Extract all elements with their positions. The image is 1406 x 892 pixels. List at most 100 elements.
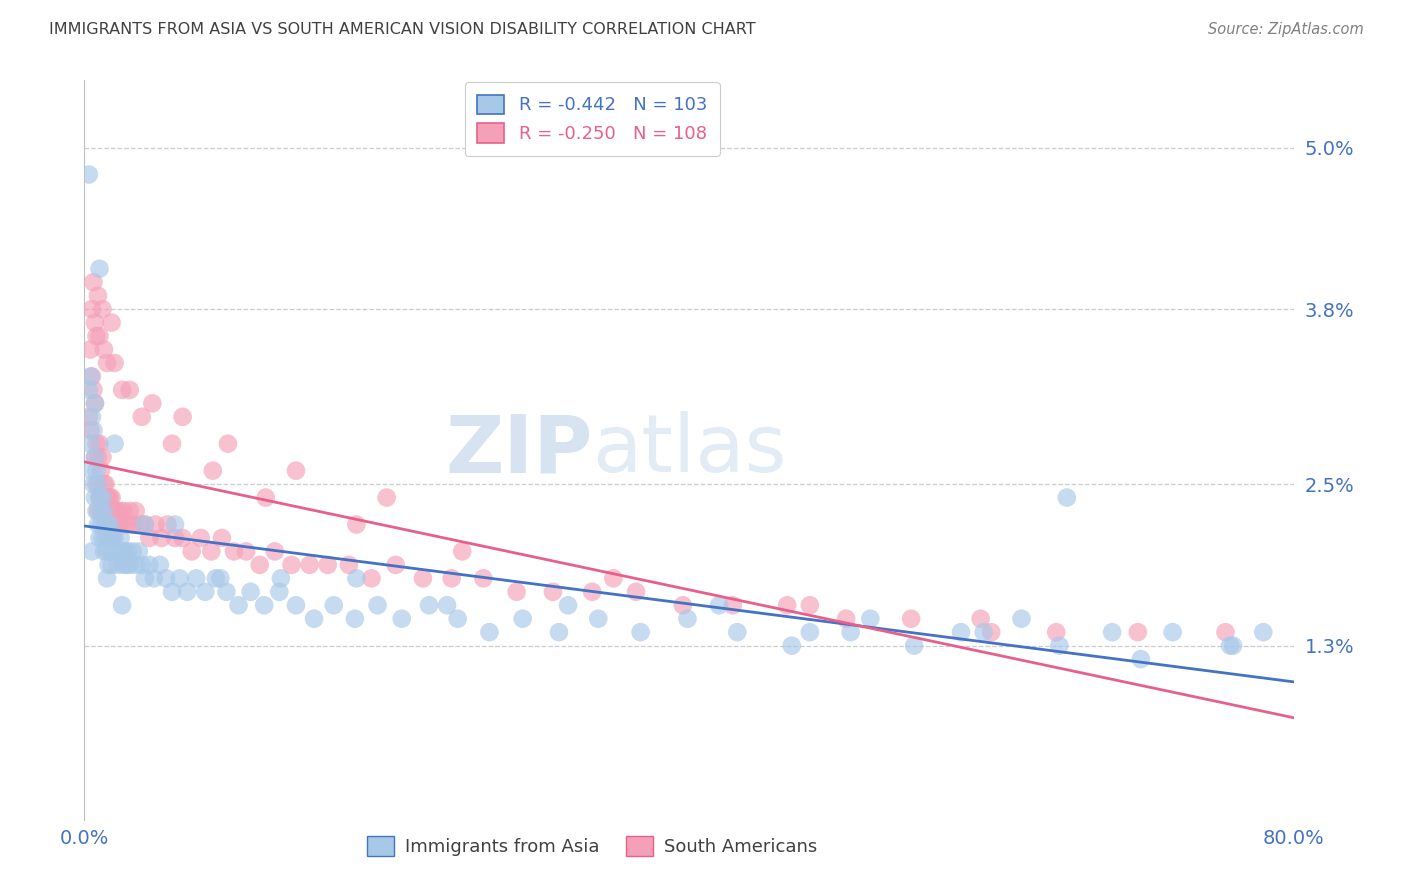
Point bbox=[548, 625, 571, 640]
Point bbox=[93, 544, 115, 558]
Point bbox=[91, 491, 114, 505]
Point bbox=[222, 544, 245, 558]
Point bbox=[142, 571, 165, 585]
Point bbox=[87, 517, 110, 532]
Text: Source: ZipAtlas.com: Source: ZipAtlas.com bbox=[1208, 22, 1364, 37]
Point bbox=[624, 584, 647, 599]
Point bbox=[215, 584, 238, 599]
Point bbox=[676, 612, 699, 626]
Point bbox=[156, 517, 179, 532]
Point bbox=[903, 639, 925, 653]
Point bbox=[129, 517, 152, 532]
Point bbox=[190, 531, 212, 545]
Point bbox=[91, 302, 114, 317]
Point bbox=[108, 544, 131, 558]
Point bbox=[228, 599, 250, 613]
Point bbox=[89, 531, 111, 545]
Point bbox=[367, 599, 389, 613]
Point bbox=[1253, 625, 1275, 640]
Point bbox=[280, 558, 302, 572]
Point bbox=[150, 531, 173, 545]
Point bbox=[145, 517, 167, 532]
Point bbox=[96, 517, 118, 532]
Point bbox=[79, 369, 101, 384]
Point bbox=[1047, 639, 1070, 653]
Point bbox=[96, 491, 118, 505]
Point bbox=[541, 584, 564, 599]
Point bbox=[1101, 625, 1123, 640]
Point bbox=[89, 261, 111, 276]
Point bbox=[93, 517, 115, 532]
Point bbox=[97, 558, 120, 572]
Point bbox=[101, 544, 124, 558]
Point bbox=[138, 558, 160, 572]
Point bbox=[80, 369, 103, 384]
Point bbox=[835, 612, 858, 626]
Point bbox=[87, 477, 110, 491]
Point bbox=[100, 316, 122, 330]
Point bbox=[176, 584, 198, 599]
Point bbox=[112, 558, 135, 572]
Point bbox=[77, 168, 100, 182]
Point bbox=[110, 504, 132, 518]
Point bbox=[131, 558, 153, 572]
Point bbox=[110, 531, 132, 545]
Point bbox=[149, 558, 172, 572]
Point bbox=[77, 383, 100, 397]
Point bbox=[98, 517, 121, 532]
Legend: Immigrants from Asia, South Americans: Immigrants from Asia, South Americans bbox=[360, 829, 825, 863]
Point bbox=[111, 517, 134, 532]
Point bbox=[97, 531, 120, 545]
Point bbox=[100, 531, 122, 545]
Point bbox=[973, 625, 995, 640]
Point bbox=[1161, 625, 1184, 640]
Point bbox=[980, 625, 1002, 640]
Point bbox=[709, 599, 731, 613]
Point bbox=[211, 531, 233, 545]
Point bbox=[115, 558, 138, 572]
Point bbox=[581, 584, 603, 599]
Point bbox=[799, 625, 821, 640]
Point bbox=[104, 356, 127, 370]
Point bbox=[91, 491, 114, 505]
Point bbox=[93, 477, 115, 491]
Point bbox=[138, 531, 160, 545]
Point bbox=[337, 558, 360, 572]
Point bbox=[1011, 612, 1033, 626]
Point bbox=[360, 571, 382, 585]
Point bbox=[447, 612, 470, 626]
Point bbox=[346, 517, 368, 532]
Point bbox=[134, 571, 156, 585]
Point bbox=[84, 491, 107, 505]
Point bbox=[121, 517, 143, 532]
Point bbox=[84, 450, 107, 465]
Point bbox=[557, 599, 579, 613]
Point bbox=[165, 531, 187, 545]
Point bbox=[90, 504, 112, 518]
Point bbox=[91, 531, 114, 545]
Point bbox=[111, 544, 134, 558]
Point bbox=[86, 477, 108, 491]
Point bbox=[384, 558, 406, 572]
Point bbox=[254, 491, 277, 505]
Point bbox=[100, 558, 122, 572]
Point bbox=[672, 599, 695, 613]
Point bbox=[436, 599, 458, 613]
Point bbox=[89, 329, 111, 343]
Point bbox=[440, 571, 463, 585]
Point bbox=[165, 517, 187, 532]
Point bbox=[117, 544, 139, 558]
Point bbox=[302, 612, 325, 626]
Point bbox=[89, 491, 111, 505]
Point bbox=[107, 504, 129, 518]
Point bbox=[131, 409, 153, 424]
Point bbox=[105, 544, 128, 558]
Point bbox=[94, 531, 117, 545]
Point bbox=[80, 544, 103, 558]
Point bbox=[249, 558, 271, 572]
Point bbox=[950, 625, 973, 640]
Point bbox=[478, 625, 501, 640]
Point bbox=[180, 544, 202, 558]
Point bbox=[588, 612, 610, 626]
Point bbox=[134, 517, 156, 532]
